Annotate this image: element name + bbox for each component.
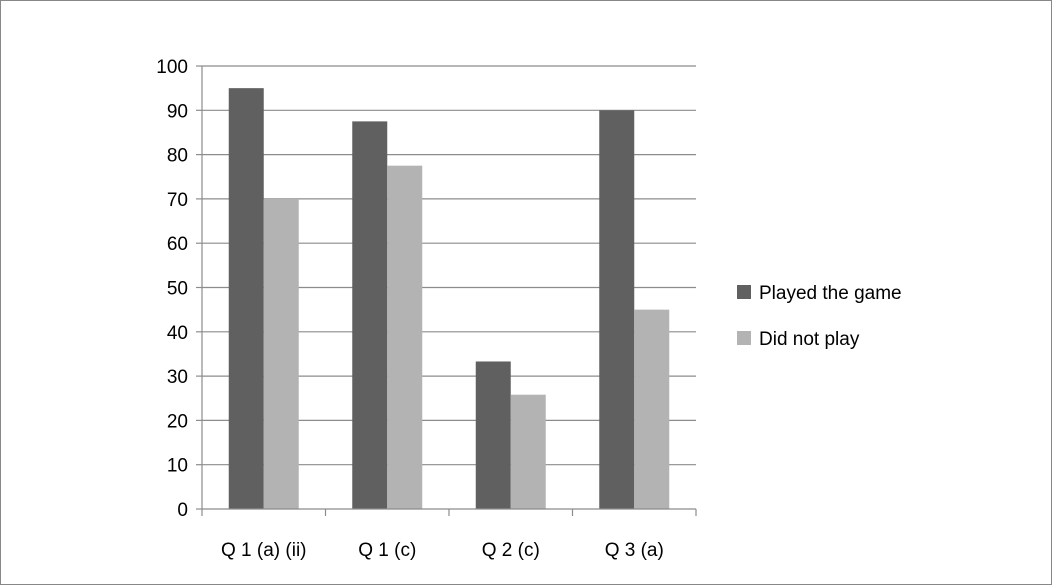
x-tick-label: Q 1 (c) [358, 540, 416, 561]
bar-did-not-play [263, 198, 299, 509]
legend-label: Did not play [759, 329, 860, 350]
y-tick-label: 50 [167, 279, 188, 300]
y-tick-label: 20 [167, 411, 188, 432]
y-tick-label: 90 [167, 101, 188, 122]
bar-played [352, 121, 388, 509]
y-tick-label: 40 [167, 323, 188, 344]
bar-played [228, 88, 264, 510]
y-tick-label: 80 [167, 146, 188, 167]
bars [228, 88, 670, 510]
bar-did-not-play [634, 309, 670, 509]
y-tick-label: 30 [167, 367, 188, 388]
legend: Played the game Did not play [737, 283, 902, 350]
y-tick-label: 60 [167, 234, 188, 255]
y-tick-label: 70 [167, 190, 188, 211]
x-tick-label: Q 3 (a) [605, 540, 664, 561]
y-tick-label: 0 [177, 500, 188, 521]
y-axis-tick-labels: 0 10 20 30 40 50 60 70 80 90 100 [156, 57, 188, 521]
bar-did-not-play [510, 394, 546, 509]
y-tick-label: 100 [156, 57, 188, 78]
axes [196, 65, 697, 516]
bar-played [599, 110, 635, 510]
x-tick-label: Q 2 (c) [482, 540, 540, 561]
x-tick-label: Q 1 (a) (ii) [221, 540, 307, 561]
legend-swatch [737, 285, 751, 299]
legend-label: Played the game [759, 283, 902, 304]
legend-swatch [737, 331, 751, 345]
bar-did-not-play [387, 165, 423, 510]
y-tick-label: 10 [167, 456, 188, 477]
x-axis-tick-labels: Q 1 (a) (ii) Q 1 (c) Q 2 (c) Q 3 (a) [221, 540, 664, 561]
bar-played [475, 361, 511, 509]
